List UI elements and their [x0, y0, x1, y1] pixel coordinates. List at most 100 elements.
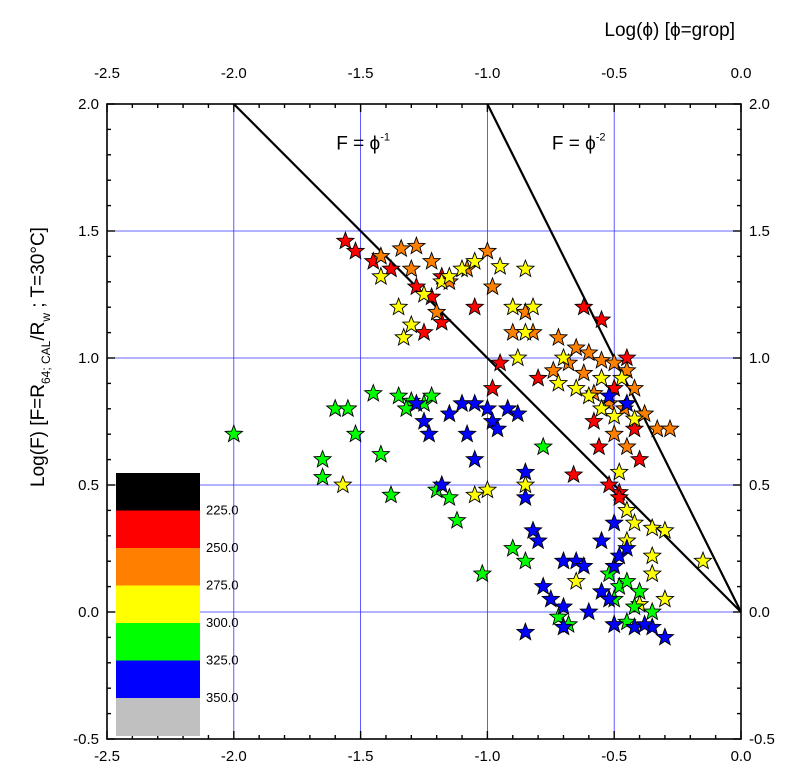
data-point — [533, 436, 554, 456]
data-point — [566, 337, 586, 357]
data-point — [629, 581, 650, 601]
data-point — [421, 385, 442, 405]
data-point — [573, 362, 594, 382]
y-tick-label-right: 1.5 — [749, 223, 770, 240]
data-point — [477, 241, 498, 260]
y-tick-label-right: 0.5 — [749, 477, 770, 494]
data-point — [604, 406, 625, 425]
y-tick-label-right: 0.0 — [749, 604, 770, 621]
data-point — [426, 302, 447, 321]
axis-ticks — [106, 103, 742, 740]
x-tick-label-bottom: -1.0 — [474, 748, 500, 765]
data-point — [503, 538, 523, 557]
data-point — [523, 296, 543, 316]
data-point — [617, 538, 637, 557]
data-point — [335, 230, 356, 250]
x-tick-label-top: -1.5 — [348, 65, 374, 82]
data-point — [543, 360, 564, 380]
legend-label: 250.0 — [206, 540, 239, 555]
data-point — [371, 444, 391, 463]
data-point — [345, 423, 366, 443]
data-point — [591, 581, 612, 601]
data-point — [563, 464, 584, 484]
data-point — [464, 484, 485, 504]
data-point — [414, 411, 434, 430]
data-point — [566, 550, 586, 570]
legend-label: 350.0 — [206, 690, 239, 705]
data-point — [548, 327, 569, 347]
data-point — [553, 616, 574, 636]
data-point — [431, 312, 452, 331]
data-point — [617, 393, 637, 413]
data-point — [401, 314, 422, 334]
data-point — [528, 530, 548, 550]
data-point — [371, 266, 391, 286]
data-point — [579, 601, 599, 621]
data-point — [642, 563, 662, 583]
data-point — [406, 235, 427, 255]
data-point — [553, 347, 574, 367]
data-point — [388, 296, 409, 316]
data-point — [566, 378, 586, 397]
reference-line-label: F = ϕ-1 — [336, 132, 390, 155]
legend-color-swatch — [116, 473, 200, 511]
y-tick-label-right: 1.0 — [749, 350, 770, 367]
x-tick-label-top: -2.5 — [94, 65, 120, 82]
data-point — [465, 449, 485, 468]
legend-label: 225.0 — [206, 503, 239, 518]
x-tick-label-bottom: -1.5 — [348, 748, 374, 765]
legend-color-swatch — [116, 660, 200, 699]
data-point — [604, 556, 625, 575]
data-point — [609, 487, 629, 507]
data-point — [624, 512, 645, 532]
data-point — [611, 368, 632, 387]
data-point — [655, 520, 675, 540]
data-point — [609, 462, 629, 481]
data-point — [642, 545, 662, 565]
data-point — [566, 571, 586, 590]
x-tick-label-top: -2.0 — [221, 65, 247, 82]
data-point — [487, 418, 508, 438]
data-point — [421, 251, 442, 270]
data-point — [634, 614, 655, 634]
data-point — [642, 601, 662, 621]
data-point — [655, 627, 675, 646]
data-point — [624, 378, 645, 397]
data-point — [617, 500, 637, 519]
data-point — [345, 241, 366, 260]
data-point — [439, 487, 460, 507]
x-tick-label-bottom: -0.5 — [601, 748, 627, 765]
data-point — [540, 589, 561, 608]
y-tick-label-left: -0.5 — [73, 731, 99, 748]
data-point — [604, 423, 625, 443]
data-point — [599, 589, 619, 608]
data-point — [465, 296, 485, 316]
x-tick-label-top: -0.5 — [601, 65, 627, 82]
data-point — [508, 403, 528, 423]
data-points — [223, 230, 713, 646]
data-point — [497, 398, 518, 418]
data-point — [629, 449, 650, 468]
data-point — [439, 266, 460, 286]
data-point — [515, 322, 536, 341]
reference-line-label: F = ϕ-2 — [552, 132, 606, 155]
data-point — [432, 474, 452, 494]
data-point — [482, 276, 503, 296]
top-axis-title: Log(ϕ) [ϕ=grop] — [604, 20, 735, 41]
y-tick-label-left: 1.5 — [78, 223, 99, 240]
data-point — [371, 246, 391, 265]
data-point — [515, 487, 536, 507]
data-point — [401, 258, 422, 278]
data-point — [515, 258, 536, 278]
data-point — [528, 368, 548, 387]
x-tick-label-top: 0.0 — [731, 65, 752, 82]
data-point — [624, 408, 645, 428]
data-point — [617, 611, 637, 631]
x-tick-label-bottom: 0.0 — [731, 748, 752, 765]
tick-labels: -2.5 -2.0 -1.5 -1.0 -0.5 0.0-2.5 -2.0 -1.5 -1.0-… — [73, 65, 775, 765]
data-point — [394, 327, 414, 347]
data-point — [599, 385, 619, 405]
legend-label: 275.0 — [206, 578, 239, 593]
data-point — [312, 449, 333, 468]
